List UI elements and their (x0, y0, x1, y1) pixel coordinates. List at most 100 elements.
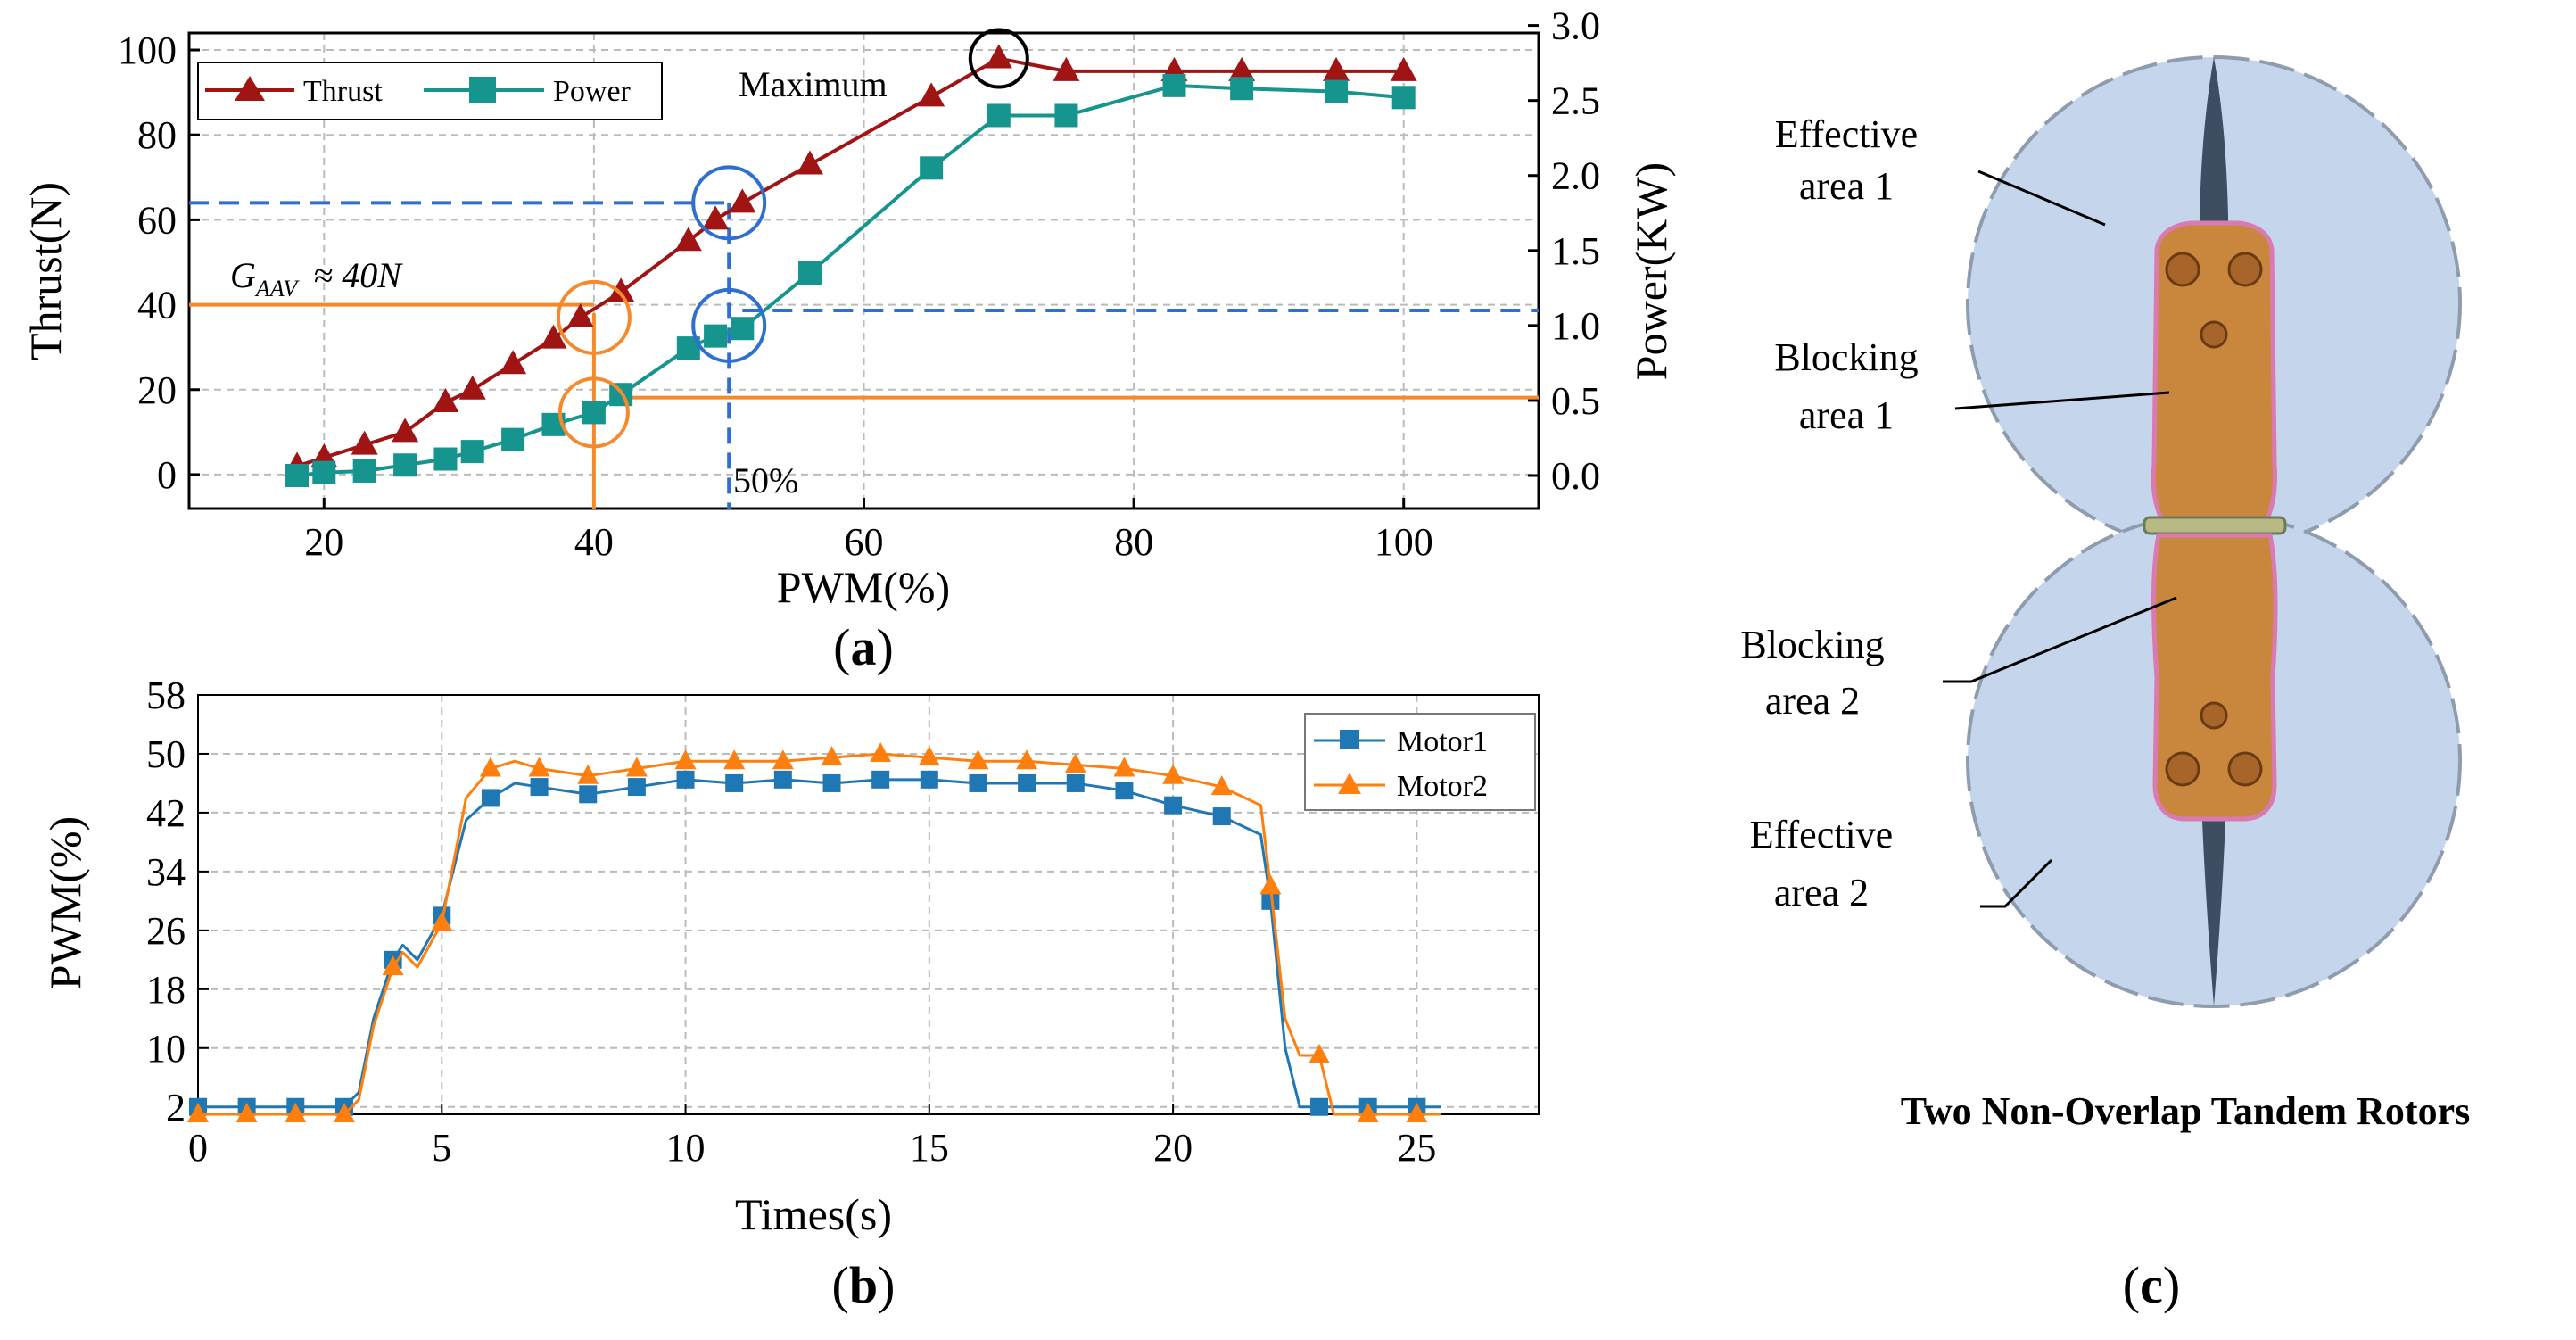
a-y2-tick-label-1.0: 1.0 (1551, 304, 1600, 348)
thrust-point-5 (458, 375, 486, 400)
a-y2-tick-label-1.5: 1.5 (1551, 229, 1600, 273)
circle-blue-power (691, 287, 767, 363)
thrust-point-19 (1323, 56, 1350, 81)
motor1-marker-10 (676, 770, 695, 789)
thrust-point-9 (607, 277, 635, 302)
panel-b-legend: Motor1 Motor2 (1304, 713, 1536, 811)
motor1-marker-21 (1212, 807, 1231, 826)
thrust-point-12 (729, 188, 756, 213)
a-y-tick-label-40: 40 (137, 284, 177, 327)
panel-b-plot-frame (197, 694, 1540, 1115)
panel-b-letter: b (849, 1256, 878, 1314)
motor2-marker-4 (382, 955, 404, 976)
motor2-marker-13 (821, 746, 843, 766)
panel-a-y2-axis-label: Power(KW) (1626, 162, 1676, 380)
motor1-marker-20 (1164, 796, 1183, 815)
thrust-point-4 (432, 388, 459, 413)
panel-c-title: Two Non-Overlap Tandem Rotors (1901, 1089, 2470, 1133)
circle-orange-power (557, 376, 630, 449)
panel-a-y-axis-label: Thrust(N) (21, 182, 70, 360)
a-y2-tick-label-2.0: 2.0 (1551, 154, 1600, 198)
label-blocking-1-line2: area 1 (1799, 393, 1894, 437)
motor1-marker-17 (1018, 773, 1036, 792)
label-effective-2-line1: Effective (1750, 813, 1893, 856)
motor2-marker-20 (1162, 764, 1185, 784)
motor2-marker-22 (1259, 874, 1282, 895)
power-point-4 (433, 447, 458, 471)
motor2-marker-5 (431, 911, 453, 931)
motor2-marker-23 (1309, 1044, 1331, 1064)
legend-motor2-label: Motor2 (1397, 770, 1488, 803)
fuselage-front (2151, 220, 2277, 525)
circle-orange-thrust (556, 279, 632, 355)
panel-c-letter: c (2140, 1256, 2163, 1314)
motor1-marker-12 (773, 770, 792, 789)
label-effective-1-line1: Effective (1775, 112, 1918, 156)
fuselage-rear (2151, 533, 2278, 822)
thrust-point-3 (392, 418, 419, 443)
motor2-marker-15 (918, 746, 940, 766)
motor2-marker-2 (285, 1103, 307, 1122)
motor1-marker-19 (1115, 782, 1134, 800)
power-point-5 (460, 440, 484, 464)
panel-a-chart: 20 40 60 80 100 0 20 40 60 80 100 0.0 0.5 1.0 1.5 2.0… (21, 4, 1676, 676)
b-x-tick-label-10: 10 (666, 1126, 706, 1170)
motor1-marker-23 (1310, 1097, 1329, 1116)
motor2-marker-6 (479, 757, 501, 777)
motor2-line (198, 752, 1441, 1116)
gaav-rest: ≈ 40N (313, 255, 403, 295)
a-x-tick-label-40: 40 (574, 520, 614, 564)
power-point-12 (731, 317, 755, 341)
a-y2-tick-label-0.5: 0.5 (1551, 379, 1600, 423)
label-blocking-2-line1: Blocking (1740, 623, 1884, 666)
thrust-point-18 (1228, 56, 1256, 81)
panel-a-subfigure-label: (a) (833, 618, 894, 676)
b-x-tick-label-20: 20 (1153, 1126, 1193, 1170)
a-x-tick-label-100: 100 (1375, 520, 1433, 564)
motor2-marker-0 (187, 1103, 209, 1122)
thrust-point-10 (674, 227, 702, 252)
hub-rear-center (2200, 701, 2228, 730)
gaav-main: G (230, 255, 256, 295)
gaav-sub: AAV (254, 276, 300, 302)
thrust-point-11 (702, 205, 730, 230)
motor2-marker-11 (723, 749, 746, 770)
b-x-tick-label-15: 15 (910, 1126, 949, 1170)
motor1-marker-11 (725, 773, 744, 792)
legend-motor2-marker (1338, 773, 1361, 794)
b-y-tick-label-18: 18 (146, 968, 186, 1012)
a-y-tick-label-60: 60 (137, 198, 177, 242)
power-point-16 (1054, 103, 1078, 128)
panel-a-x-ticks: 20 40 60 80 100 (304, 498, 1433, 564)
hub-front-right (2227, 252, 2263, 287)
hub-front-left (2165, 252, 2200, 287)
motor1-marker-22 (1261, 891, 1280, 910)
power-point-18 (1230, 77, 1254, 101)
motor2-marker-17 (1016, 749, 1038, 770)
panel-a-legend: Thrust Power (197, 62, 663, 120)
panel-a-letter: a (851, 618, 877, 676)
thrust-point-2 (351, 430, 378, 455)
motor2-marker-25 (1406, 1103, 1428, 1122)
power-point-1 (312, 460, 336, 484)
motor2-marker-9 (625, 757, 648, 777)
legend-power-marker (469, 77, 496, 103)
panel-b-series (187, 741, 1441, 1122)
a-y2-tick-label-0.0: 0.0 (1551, 454, 1600, 498)
panel-a-highlight-circles (556, 28, 1029, 449)
motor1-marker-6 (481, 789, 500, 807)
power-point-20 (1391, 86, 1416, 110)
legend-motor1-label: Motor1 (1397, 725, 1488, 758)
motor1-marker-15 (920, 770, 938, 789)
panel-a-series (284, 44, 1417, 488)
power-point-3 (393, 453, 417, 477)
b-y-tick-label-2: 2 (166, 1086, 186, 1129)
motor1-marker-7 (530, 778, 549, 797)
power-point-11 (704, 324, 728, 348)
hub-front-center (2200, 320, 2228, 349)
motor2-marker-18 (1064, 753, 1086, 773)
power-point-13 (797, 261, 822, 285)
motor1-marker-16 (969, 773, 987, 792)
legend-power-label: Power (553, 75, 632, 108)
circle-maximum (968, 28, 1029, 89)
